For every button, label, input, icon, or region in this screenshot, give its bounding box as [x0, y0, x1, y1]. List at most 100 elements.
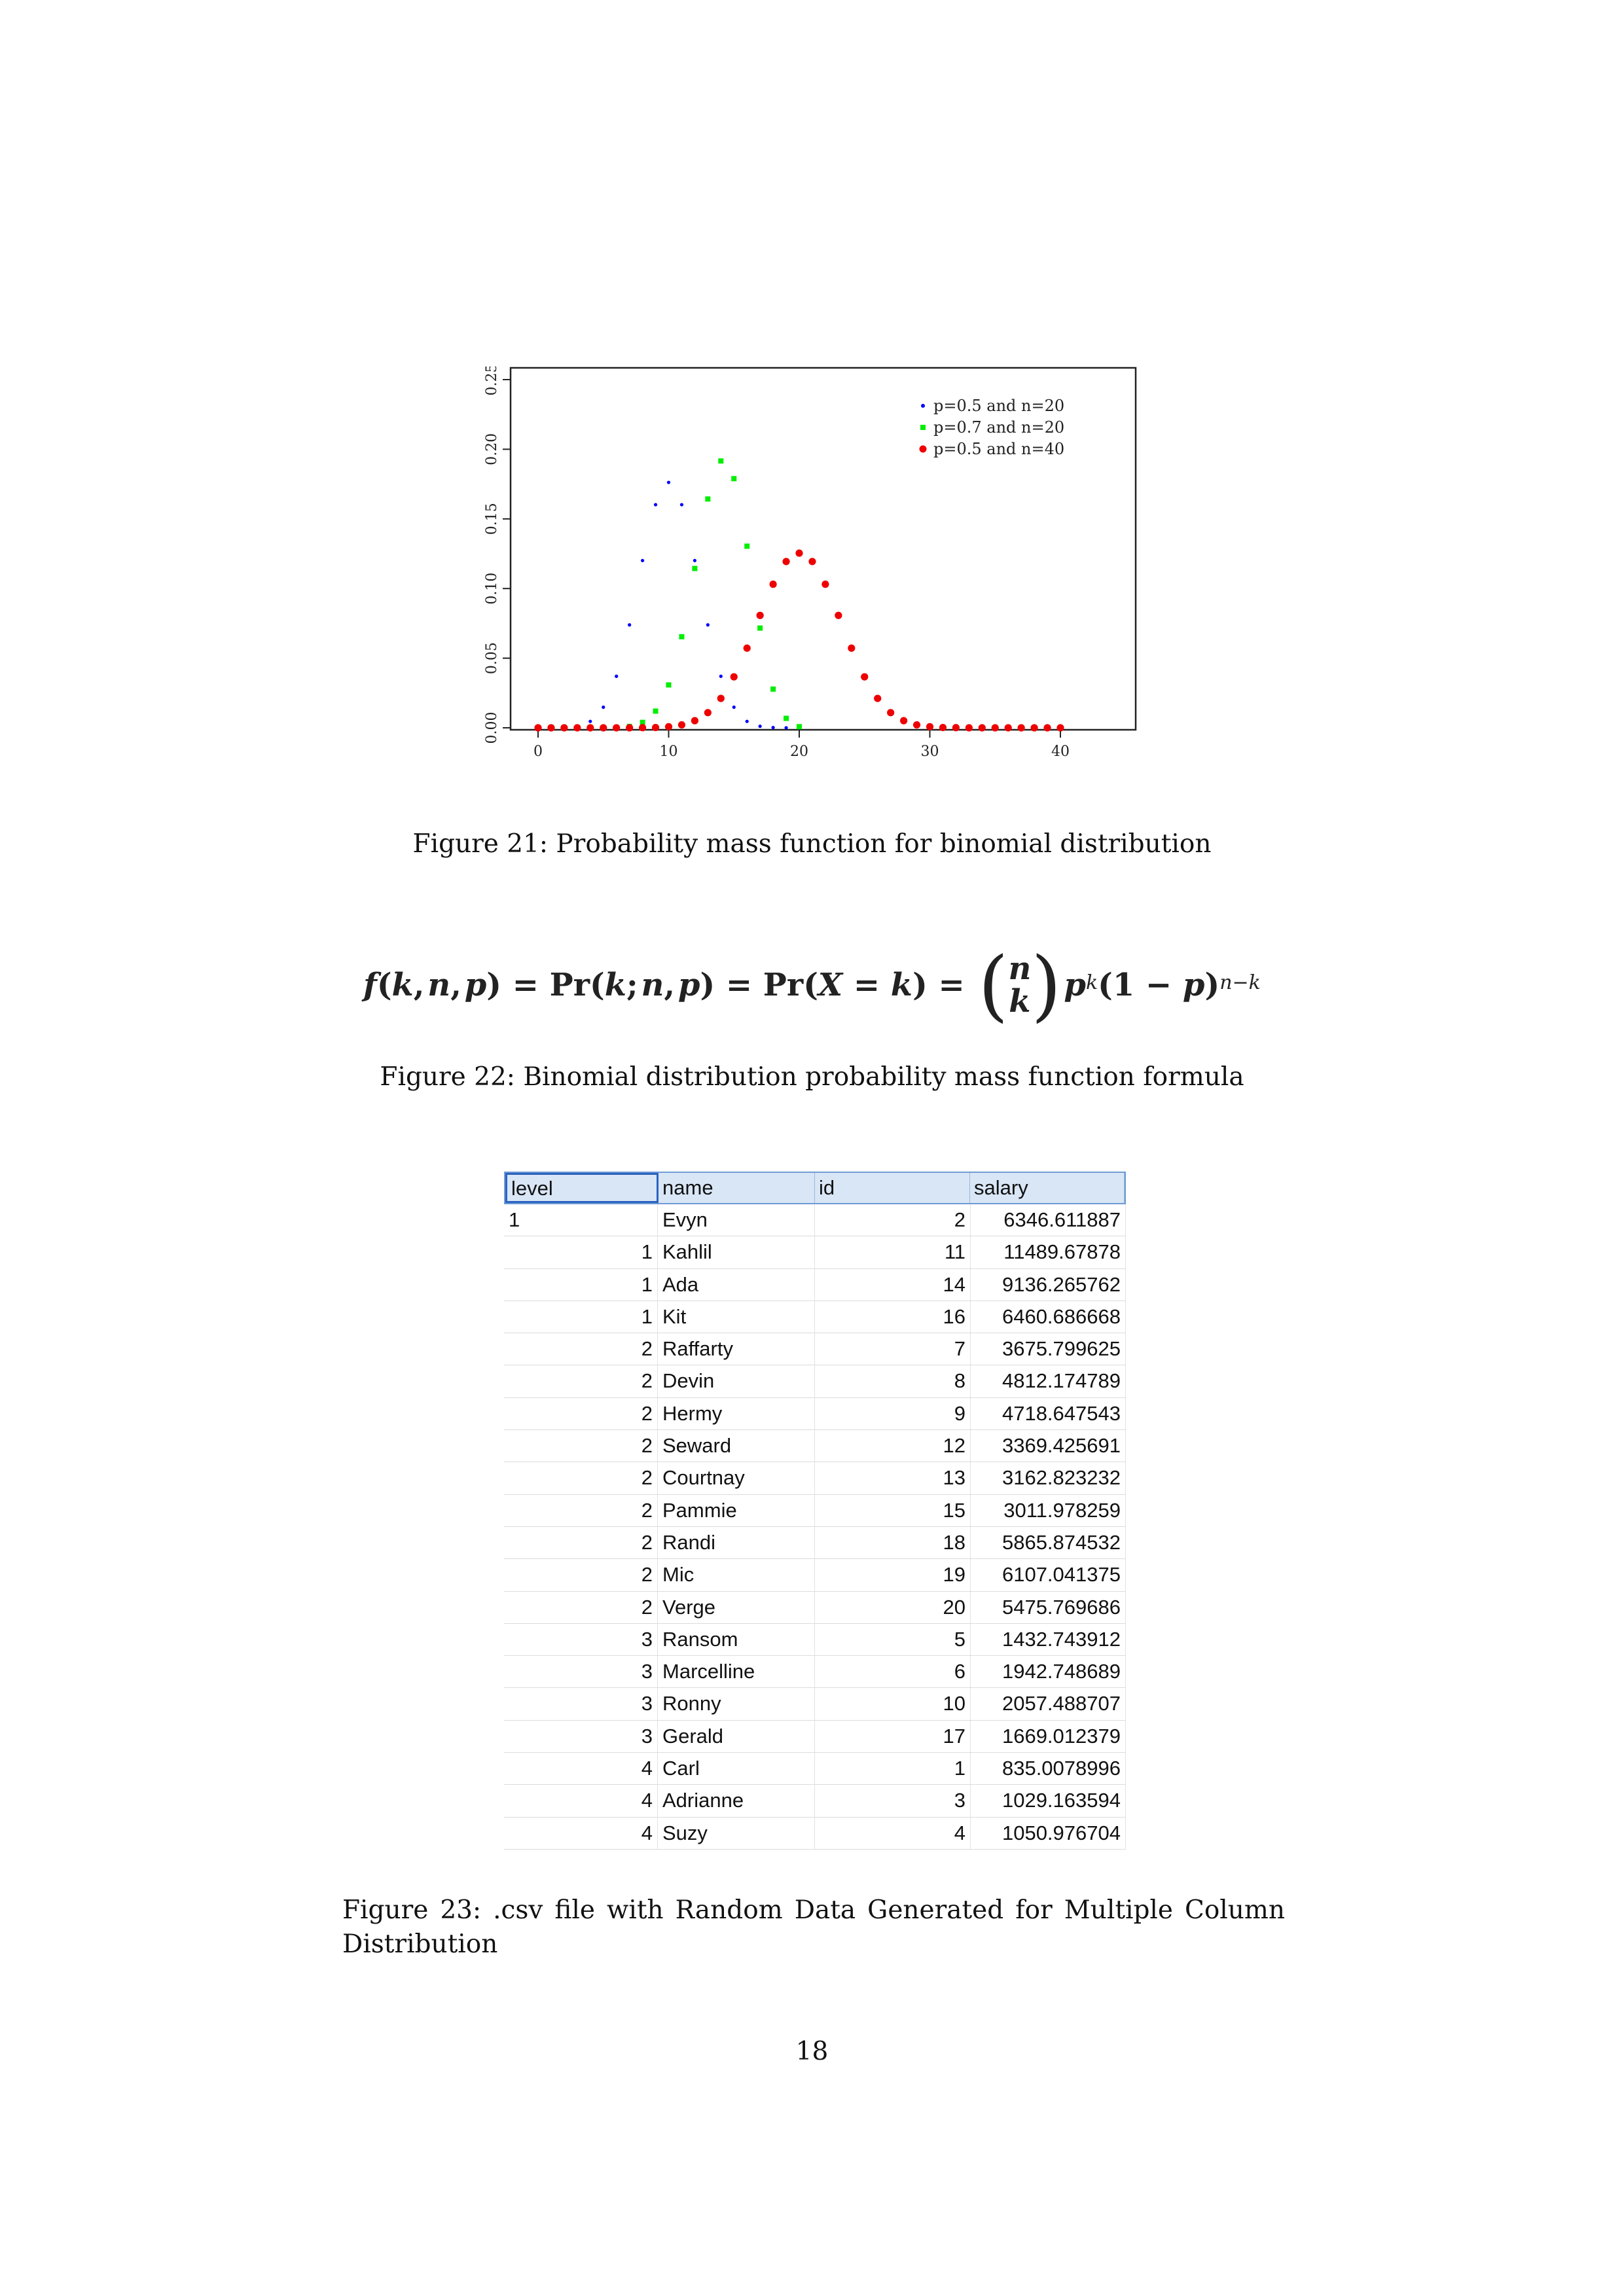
table-row: 3 Ransom 5 1432.743912 [504, 1623, 1126, 1657]
cell-id[interactable]: 17 [815, 1720, 971, 1753]
cell-salary[interactable]: 3675.799625 [971, 1333, 1126, 1365]
cell-name[interactable]: Seward [658, 1430, 815, 1462]
cell-name[interactable]: Suzy [658, 1817, 815, 1849]
cell-salary[interactable]: 6107.041375 [971, 1559, 1126, 1591]
cell-salary[interactable]: 1669.012379 [971, 1720, 1126, 1753]
header-salary[interactable]: salary [970, 1173, 1125, 1203]
cell-level[interactable]: 2 [504, 1591, 658, 1623]
cell-name[interactable]: Kit [658, 1300, 815, 1333]
cell-level[interactable]: 1 [504, 1268, 658, 1300]
cell-name[interactable]: Ada [658, 1268, 815, 1300]
cell-id[interactable]: 4 [815, 1817, 971, 1849]
cell-name[interactable]: Devin [658, 1365, 815, 1397]
cell-name[interactable]: Randi [658, 1526, 815, 1559]
y-tick-label: 0.10 [484, 573, 500, 605]
point-series-3 [887, 709, 895, 717]
header-name[interactable]: name [659, 1173, 816, 1203]
cell-name[interactable]: Mic [658, 1559, 815, 1591]
point-series-2 [653, 708, 659, 714]
cell-id[interactable]: 6 [815, 1656, 971, 1688]
cell-name[interactable]: Raffarty [658, 1333, 815, 1365]
cell-salary[interactable]: 1029.163594 [971, 1785, 1126, 1817]
cell-salary[interactable]: 2057.488707 [971, 1688, 1126, 1720]
cell-salary[interactable]: 1432.743912 [971, 1623, 1126, 1656]
cell-salary[interactable]: 11489.67878 [971, 1236, 1126, 1268]
point-series-1 [679, 503, 684, 507]
cell-salary[interactable]: 5475.769686 [971, 1591, 1126, 1623]
cell-salary[interactable]: 3011.978259 [971, 1494, 1126, 1526]
cell-id[interactable]: 18 [815, 1526, 971, 1559]
cell-level[interactable]: 4 [504, 1753, 658, 1785]
cell-id[interactable]: 13 [815, 1462, 971, 1494]
cell-id[interactable]: 7 [815, 1333, 971, 1365]
cell-salary[interactable]: 5865.874532 [971, 1526, 1126, 1559]
cell-level[interactable]: 1 [504, 1204, 658, 1236]
cell-name[interactable]: Verge [658, 1591, 815, 1623]
cell-level[interactable]: 2 [504, 1494, 658, 1526]
x-tick-label: 20 [790, 744, 808, 760]
cell-level[interactable]: 4 [504, 1817, 658, 1849]
cell-id[interactable]: 9 [815, 1397, 971, 1430]
cell-level[interactable]: 3 [504, 1623, 658, 1656]
cell-level[interactable]: 2 [504, 1333, 658, 1365]
cell-id[interactable]: 12 [815, 1430, 971, 1462]
cell-level[interactable]: 2 [504, 1559, 658, 1591]
cell-salary[interactable]: 6346.611887 [971, 1204, 1126, 1236]
cell-level[interactable]: 2 [504, 1430, 658, 1462]
table-row: 2 Courtnay 13 3162.823232 [504, 1462, 1126, 1495]
cell-salary[interactable]: 1050.976704 [971, 1817, 1126, 1849]
cell-id[interactable]: 11 [815, 1236, 971, 1268]
x-tick-label: 0 [533, 744, 543, 760]
cell-id[interactable]: 19 [815, 1559, 971, 1591]
point-series-3 [613, 724, 621, 732]
cell-salary[interactable]: 835.0078996 [971, 1753, 1126, 1785]
cell-id[interactable]: 1 [815, 1753, 971, 1785]
cell-id[interactable]: 16 [815, 1300, 971, 1333]
point-series-3 [1017, 724, 1025, 732]
cell-salary[interactable]: 3162.823232 [971, 1462, 1126, 1494]
cell-id[interactable]: 3 [815, 1785, 971, 1817]
cell-salary[interactable]: 1942.748689 [971, 1656, 1126, 1688]
header-level[interactable]: level [505, 1173, 659, 1203]
cell-level[interactable]: 1 [504, 1300, 658, 1333]
cell-level[interactable]: 3 [504, 1720, 658, 1753]
cell-name[interactable]: Gerald [658, 1720, 815, 1753]
cell-salary[interactable]: 4812.174789 [971, 1365, 1126, 1397]
cell-id[interactable]: 14 [815, 1268, 971, 1300]
y-tick-label: 0.15 [484, 503, 500, 535]
cell-salary[interactable]: 4718.647543 [971, 1397, 1126, 1430]
cell-id[interactable]: 2 [815, 1204, 971, 1236]
point-series-3 [900, 717, 908, 725]
cell-name[interactable]: Courtnay [658, 1462, 815, 1494]
cell-level[interactable]: 2 [504, 1526, 658, 1559]
cell-name[interactable]: Ronny [658, 1688, 815, 1720]
cell-id[interactable]: 15 [815, 1494, 971, 1526]
cell-level[interactable]: 4 [504, 1785, 658, 1817]
cell-name[interactable]: Adrianne [658, 1785, 815, 1817]
cell-name[interactable]: Evyn [658, 1204, 815, 1236]
cell-name[interactable]: Carl [658, 1753, 815, 1785]
cell-level[interactable]: 2 [504, 1397, 658, 1430]
cell-name[interactable]: Kahlil [658, 1236, 815, 1268]
cell-salary[interactable]: 9136.265762 [971, 1268, 1126, 1300]
cell-level[interactable]: 2 [504, 1462, 658, 1494]
cell-name[interactable]: Marcelline [658, 1656, 815, 1688]
cell-id[interactable]: 8 [815, 1365, 971, 1397]
cell-salary[interactable]: 6460.686668 [971, 1300, 1126, 1333]
cell-level[interactable]: 2 [504, 1365, 658, 1397]
cell-name[interactable]: Pammie [658, 1494, 815, 1526]
point-series-2 [744, 543, 750, 549]
point-series-1 [653, 503, 658, 507]
header-id[interactable]: id [815, 1173, 971, 1203]
cell-salary[interactable]: 3369.425691 [971, 1430, 1126, 1462]
cell-id[interactable]: 5 [815, 1623, 971, 1656]
cell-name[interactable]: Hermy [658, 1397, 815, 1430]
cell-level[interactable]: 3 [504, 1656, 658, 1688]
cell-id[interactable]: 20 [815, 1591, 971, 1623]
cell-name[interactable]: Ransom [658, 1623, 815, 1656]
cell-level[interactable]: 3 [504, 1688, 658, 1720]
cell-id[interactable]: 10 [815, 1688, 971, 1720]
point-series-1 [745, 719, 749, 723]
x-tick-label: 10 [660, 744, 678, 760]
cell-level[interactable]: 1 [504, 1236, 658, 1268]
